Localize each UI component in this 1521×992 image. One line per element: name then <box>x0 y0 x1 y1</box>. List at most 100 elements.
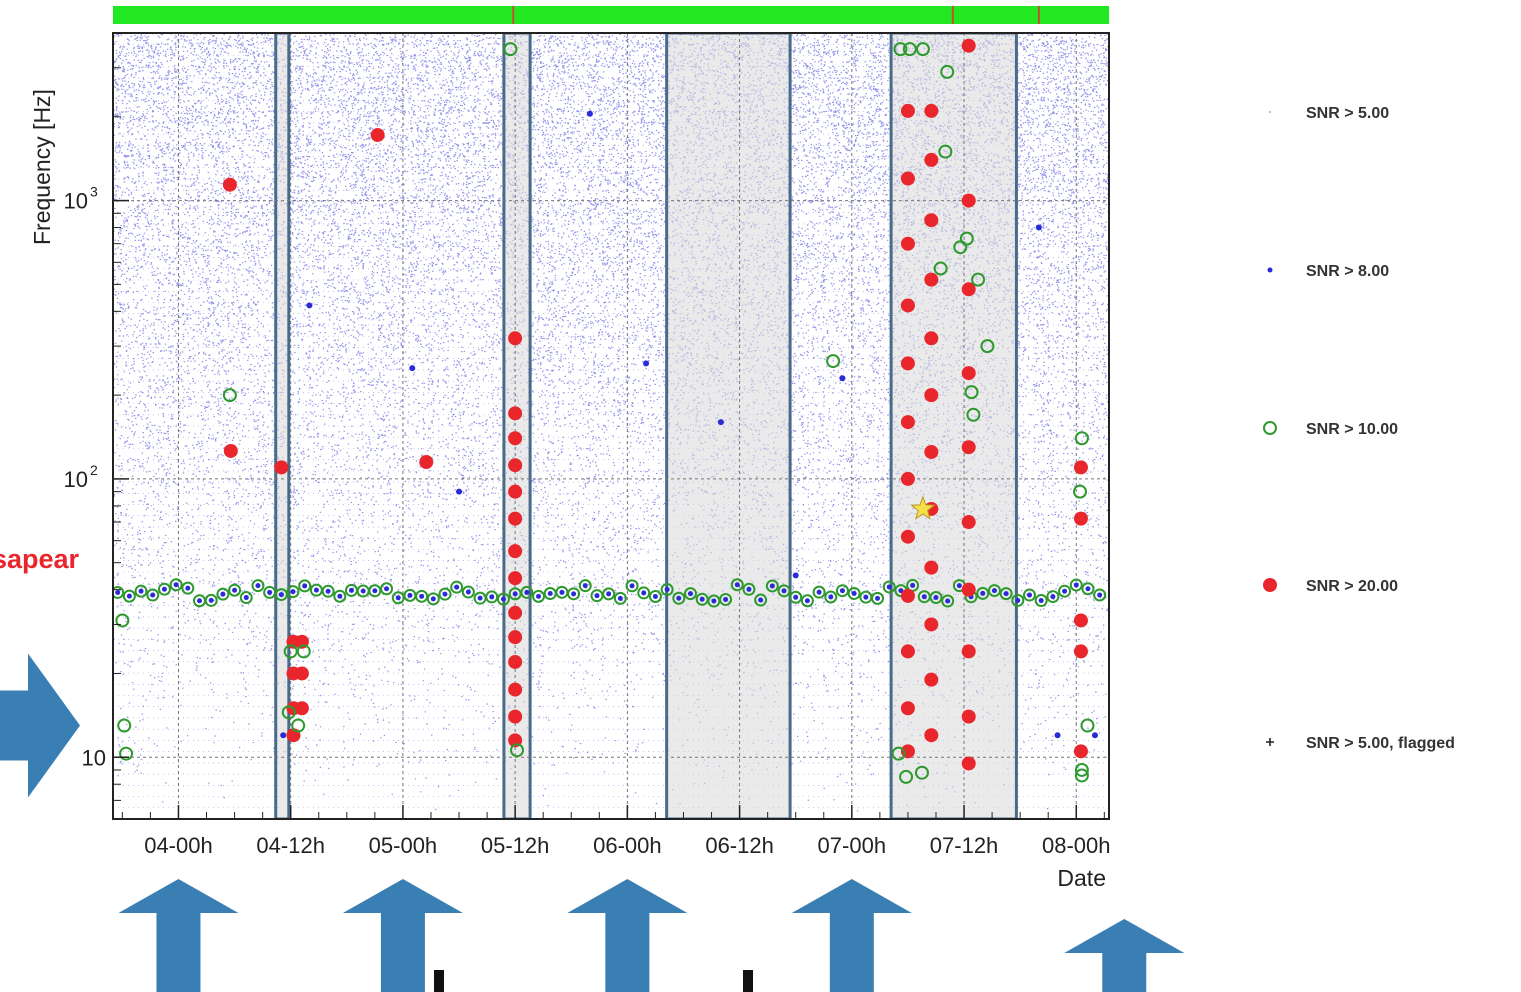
band-trigger-ring <box>742 582 756 596</box>
band-trigger-ring <box>777 584 791 598</box>
snr20-point <box>223 443 238 458</box>
band-trigger-ring <box>263 585 277 599</box>
band-trigger-dot <box>384 586 390 592</box>
band-trigger-dot <box>372 588 378 594</box>
snr20-point <box>508 458 523 473</box>
snr20-point <box>508 544 523 559</box>
snr20-point <box>294 701 309 716</box>
band-trigger-dot <box>1015 597 1021 603</box>
right-arrow-icon <box>0 653 80 798</box>
band-trigger-ring <box>298 579 312 593</box>
band-trigger-dot <box>185 585 191 591</box>
legend-label: SNR > 10.00 <box>1306 421 1398 438</box>
band-trigger-dot <box>126 593 132 599</box>
band-trigger-dot <box>711 598 717 604</box>
up-arrow-icon <box>118 879 239 992</box>
band-trigger-ring <box>625 579 639 593</box>
up-arrow-icon <box>342 879 463 992</box>
band-trigger-dot <box>407 592 413 598</box>
overlays: sapear <box>0 544 1185 992</box>
snr10-point <box>964 385 979 400</box>
snr20-point <box>508 406 523 421</box>
band-trigger-dot <box>465 589 471 595</box>
band-trigger-ring <box>286 585 300 599</box>
snr20-point <box>924 728 939 743</box>
snr20-point <box>900 356 915 371</box>
band-trigger-ring <box>871 591 885 605</box>
snr8-point <box>280 732 287 739</box>
band-trigger-dot <box>769 583 775 589</box>
snr10-point <box>222 388 237 403</box>
band-trigger-ring <box>637 586 651 600</box>
band-trigger-dot <box>956 583 962 589</box>
band-trigger-dot <box>1073 582 1079 588</box>
band-trigger-ring <box>380 582 394 596</box>
snr20-point <box>900 236 915 251</box>
snr8-point <box>1091 732 1098 739</box>
band-trigger-ring <box>391 591 405 605</box>
x-tick-label: 06-12h <box>705 833 774 858</box>
snr10-point <box>291 718 306 733</box>
status-bar <box>113 6 1109 24</box>
band-trigger-dot <box>232 587 238 593</box>
band-trigger-ring <box>157 582 171 596</box>
band-trigger-dot <box>687 591 693 597</box>
snr10-point <box>899 769 914 784</box>
band-trigger-dot <box>290 589 296 595</box>
band-trigger-ring <box>987 584 1001 598</box>
plot-clip-group <box>113 33 1109 819</box>
band-trigger-dot <box>547 591 553 597</box>
band-trigger-dot <box>220 591 226 597</box>
band-trigger-dot <box>606 591 612 597</box>
band-trigger-ring <box>800 594 814 608</box>
snr10-point <box>980 339 995 354</box>
band-trigger-ring <box>321 584 335 598</box>
star-marker <box>910 495 936 520</box>
status-bar-fill <box>113 6 1109 24</box>
band-trigger-ring <box>929 591 943 605</box>
band-trigger-ring <box>251 579 265 593</box>
snr10-point <box>902 42 917 57</box>
snr10-point <box>283 644 298 659</box>
band-trigger-ring <box>719 592 733 606</box>
snr10-point <box>893 42 908 57</box>
band-trigger-dot <box>138 588 144 594</box>
status-bar-marker <box>951 6 954 24</box>
snr10-point <box>915 42 930 57</box>
up-arrow-icon <box>791 879 912 992</box>
band-trigger-ring <box>169 578 183 592</box>
band-trigger-dot <box>524 589 530 595</box>
snr20-point <box>900 298 915 313</box>
band-trigger-ring <box>204 593 218 607</box>
legend-label: SNR > 5.00, flagged <box>1306 735 1455 752</box>
band-trigger-ring <box>228 583 242 597</box>
band-trigger-ring <box>789 590 803 604</box>
band-trigger-dot <box>816 589 822 595</box>
band-trigger-ring <box>1011 593 1025 607</box>
snr20-point <box>961 644 976 659</box>
snr10-point <box>296 644 311 659</box>
band-trigger-ring <box>941 594 955 608</box>
series-snr10 <box>115 42 1095 784</box>
snr10-point <box>826 354 841 369</box>
snr8-point <box>1035 224 1042 231</box>
band-trigger-dot <box>933 595 939 601</box>
band-trigger-ring <box>882 580 896 594</box>
status-bar-marker <box>512 6 515 24</box>
snr10-point <box>1073 484 1088 499</box>
band-trigger-dot <box>1038 598 1044 604</box>
x-axis-title: Date <box>1057 865 1106 891</box>
x-tick-label: 06-00h <box>593 833 662 858</box>
y-tick-label: 10 <box>82 745 106 770</box>
snr20-point <box>924 272 939 287</box>
snr8-point <box>643 360 650 367</box>
band-trigger-dot <box>442 591 448 597</box>
band-trigger-ring <box>122 589 136 603</box>
band-trigger-dot <box>851 590 857 596</box>
snr20-point <box>924 672 939 687</box>
snr20-point <box>924 103 939 118</box>
cropped-text-stroke <box>434 970 444 992</box>
band-trigger-dot <box>863 594 869 600</box>
band-trigger-dot <box>582 583 588 589</box>
